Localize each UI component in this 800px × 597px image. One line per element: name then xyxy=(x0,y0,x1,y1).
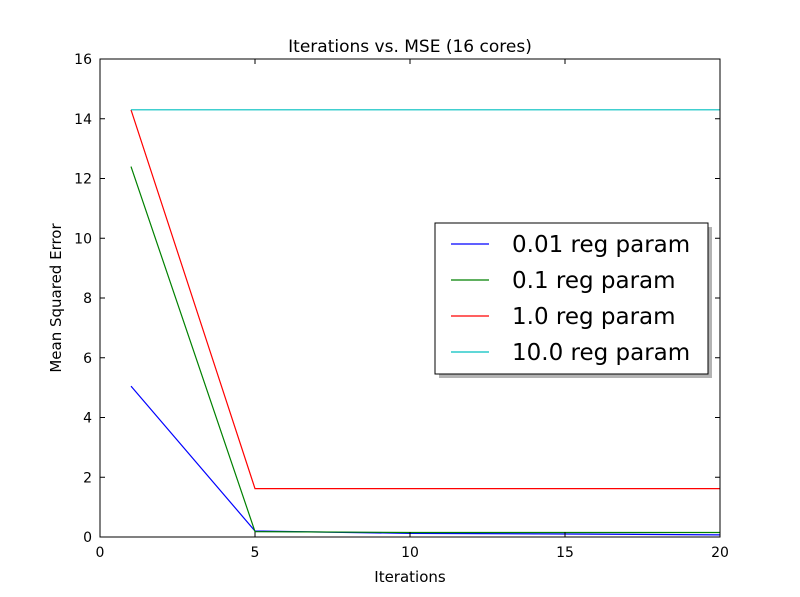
y-tick-label-3: 6 xyxy=(83,351,92,367)
x-tick-label-0: 0 xyxy=(96,545,105,561)
legend-box xyxy=(434,222,709,375)
x-tick-label-4: 20 xyxy=(711,545,729,561)
y-tick-label-7: 14 xyxy=(74,112,92,128)
legend-label-1: 0.1 reg param xyxy=(512,268,676,294)
y-tick-label-6: 12 xyxy=(74,172,92,188)
y-tick-label-0: 0 xyxy=(83,530,92,546)
x-tick-label-1: 5 xyxy=(251,545,260,561)
legend-label-2: 1.0 reg param xyxy=(512,304,676,330)
x-tick-label-2: 10 xyxy=(401,545,419,561)
y-tick-label-1: 2 xyxy=(83,470,92,486)
x-axis-label: Iterations xyxy=(374,568,446,586)
y-tick-label-8: 16 xyxy=(74,52,92,68)
legend-label-0: 0.01 reg param xyxy=(512,232,690,258)
y-tick-label-5: 10 xyxy=(74,231,92,247)
x-tick-label-3: 15 xyxy=(556,545,574,561)
y-tick-label-2: 4 xyxy=(83,411,92,427)
chart-title: Iterations vs. MSE (16 cores) xyxy=(288,37,532,57)
y-tick-label-4: 8 xyxy=(83,291,92,307)
series-line-2 xyxy=(130,109,720,490)
legend-label-3: 10.0 reg param xyxy=(512,340,690,366)
legend: 0.01 reg param 0.1 reg param 1.0 reg param… xyxy=(434,222,712,378)
y-axis-label: Mean Squared Error xyxy=(47,223,65,373)
plot-frame xyxy=(99,58,721,538)
